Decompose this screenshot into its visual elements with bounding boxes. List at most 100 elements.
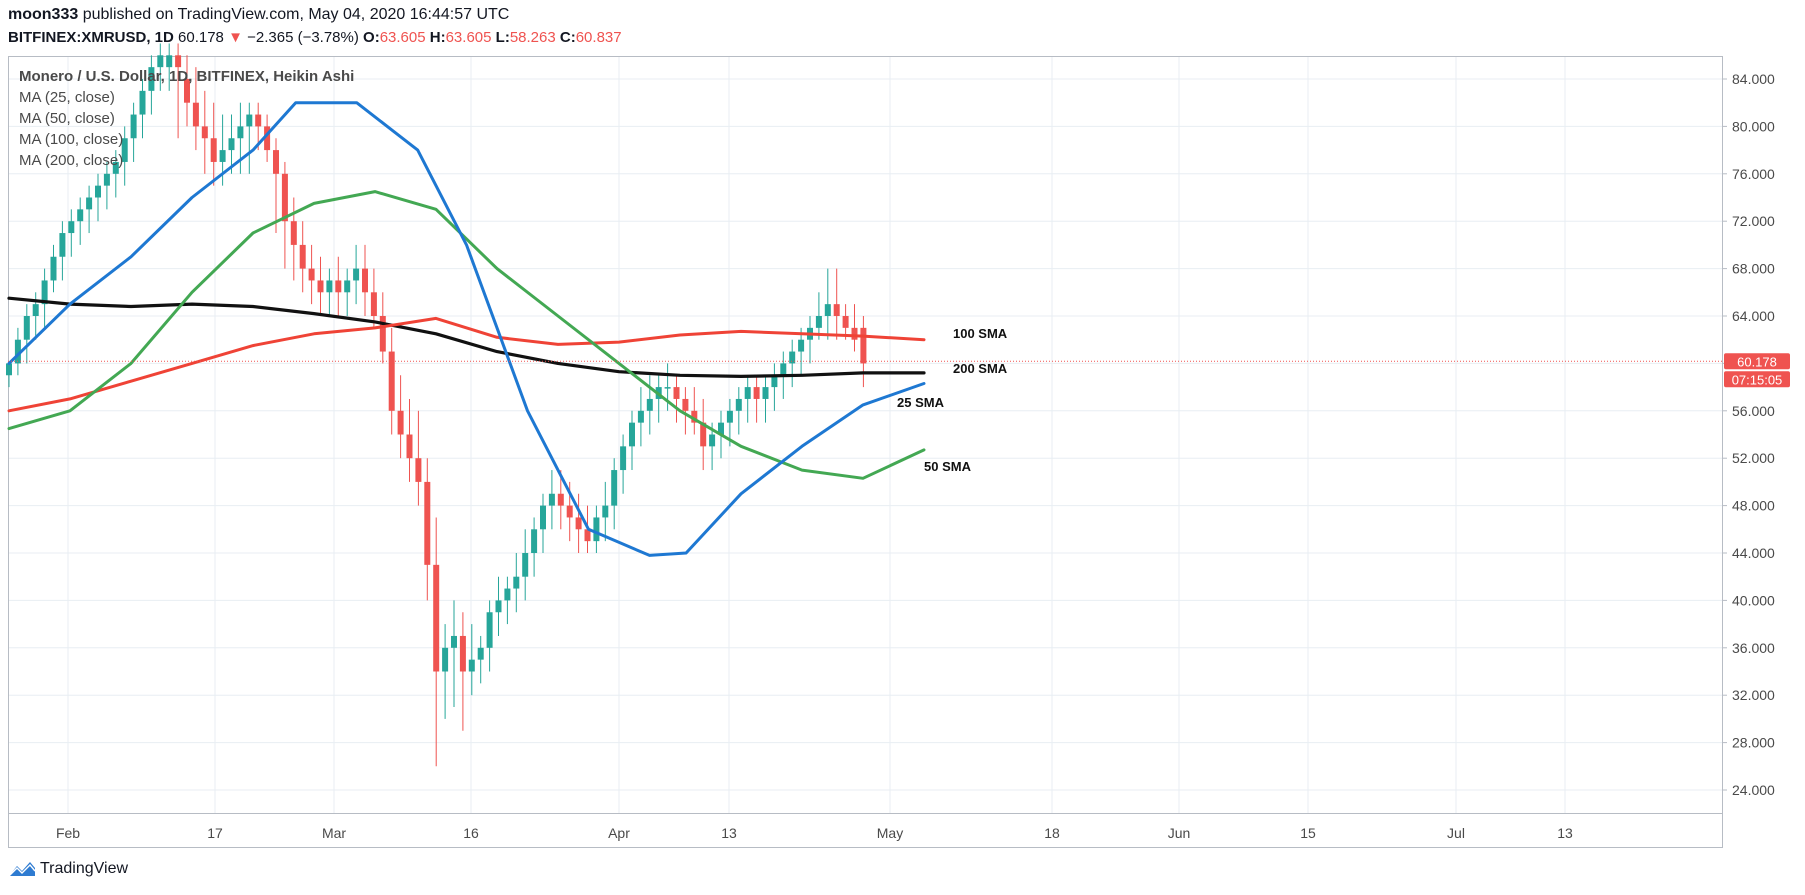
candle-body — [388, 351, 395, 411]
sma-annotation: 100 SMA — [953, 326, 1008, 341]
price-axis: 84.00080.00076.00072.00068.00064.00060.0… — [1722, 71, 1775, 798]
candle-body — [744, 387, 751, 399]
candle-body — [335, 280, 342, 293]
price-tick-label: 48.000 — [1732, 498, 1775, 514]
time-tick-label: 15 — [1300, 825, 1316, 841]
price-tick-label: 76.000 — [1732, 166, 1775, 182]
candle-body — [255, 114, 262, 127]
candle-body — [860, 327, 867, 364]
candle-body — [406, 434, 413, 459]
candle-body — [130, 114, 137, 139]
symbol-label: BITFINEX:XMRUSD, 1D — [8, 29, 174, 46]
low-label: L: — [495, 29, 510, 46]
low-value: 58.263 — [509, 29, 556, 46]
candle-body — [50, 256, 57, 281]
candle-body — [95, 185, 101, 198]
candle-body — [433, 564, 440, 672]
down-triangle-icon: ▼ — [228, 29, 243, 46]
open-value: 63.605 — [379, 29, 426, 46]
candle-body — [281, 173, 288, 222]
candle-body — [290, 221, 297, 245]
candle-body — [495, 600, 502, 613]
sma50-line — [7, 190, 926, 480]
candle-body — [602, 505, 609, 518]
candle-body — [86, 197, 93, 210]
time-tick-label: 16 — [463, 825, 479, 841]
time-tick-label: 13 — [721, 825, 737, 841]
candle-body — [326, 280, 333, 293]
candle-body — [308, 268, 315, 281]
candle-body — [459, 635, 466, 672]
candle-body — [424, 481, 431, 565]
candle-body — [709, 434, 716, 447]
candle-body — [824, 304, 831, 316]
tradingview-logo-icon — [8, 862, 36, 877]
author-name[interactable]: moon333 — [8, 6, 79, 23]
annotation-layer: 100 SMA 200 SMA 25 SMA 50 SMA — [897, 326, 1008, 474]
price-badge-label: 60.178 — [1737, 354, 1777, 369]
candle-body — [540, 505, 546, 530]
candle-body — [780, 363, 787, 376]
candle-body — [762, 387, 769, 399]
candle-body — [798, 339, 805, 352]
candle-body — [68, 221, 75, 234]
time-tick-label: Jun — [1168, 825, 1191, 841]
candle-body — [192, 102, 199, 127]
candle-body — [726, 410, 733, 423]
candle-body — [41, 280, 48, 305]
price-tick-label: 80.000 — [1732, 118, 1775, 134]
candle-body — [673, 387, 680, 399]
tradingview-wordmark: TradingView — [40, 860, 129, 877]
candle-body — [584, 529, 591, 542]
last-price: 60.178 — [178, 29, 224, 46]
candle-body — [273, 150, 279, 174]
candle-body — [718, 422, 724, 435]
candle-body — [531, 529, 538, 553]
chart-grid — [8, 57, 1722, 813]
sma-annotation: 200 SMA — [953, 361, 1008, 376]
candle-body — [468, 659, 475, 672]
open-label: O: — [363, 29, 380, 46]
candle-body — [362, 268, 368, 293]
candle-body — [210, 138, 217, 162]
candle-body — [112, 161, 119, 174]
candle-body — [735, 398, 742, 411]
legend-ma100[interactable]: MA (100, close) — [19, 131, 124, 148]
candle-body — [637, 410, 644, 423]
candle-body — [184, 79, 190, 103]
legend-ma50[interactable]: MA (50, close) — [19, 110, 115, 127]
published-text: published on TradingView.com, May 04, 20… — [82, 6, 510, 23]
candle-body — [646, 398, 653, 411]
price-tick-label: 68.000 — [1732, 261, 1775, 277]
candle-body — [228, 138, 235, 151]
publish-info: moon333 published on TradingView.com, Ma… — [8, 6, 509, 24]
time-tick-label: Feb — [56, 825, 80, 841]
sma25-line — [7, 101, 926, 557]
time-tick-label: Mar — [322, 825, 346, 841]
price-tick-label: 72.000 — [1732, 213, 1775, 229]
price-badges: 60.178 07:15:05 — [1724, 353, 1790, 388]
candle-body — [415, 458, 422, 482]
candle-body — [148, 67, 155, 91]
price-tick-label: 52.000 — [1732, 450, 1775, 466]
candle-body — [397, 410, 404, 435]
candle-body — [370, 292, 377, 316]
price-tick-label: 24.000 — [1732, 782, 1775, 798]
high-value: 63.605 — [445, 29, 492, 46]
time-tick-label: 17 — [207, 825, 223, 841]
time-tick-label: 13 — [1557, 825, 1573, 841]
candle-body — [264, 126, 271, 151]
candle-body — [620, 446, 627, 471]
footer-brand[interactable]: TradingView — [8, 860, 128, 878]
legend-ma25[interactable]: MA (25, close) — [19, 89, 115, 106]
candle-body — [513, 576, 520, 589]
candle-body — [317, 280, 324, 293]
candle-body — [477, 647, 484, 660]
countdown-badge-label: 07:15:05 — [1732, 372, 1783, 387]
legend-ma200[interactable]: MA (200, close) — [19, 152, 124, 169]
candle-body — [6, 363, 12, 376]
candle-body — [700, 422, 707, 447]
candle-body — [121, 138, 128, 162]
sma100-line — [7, 316, 926, 413]
